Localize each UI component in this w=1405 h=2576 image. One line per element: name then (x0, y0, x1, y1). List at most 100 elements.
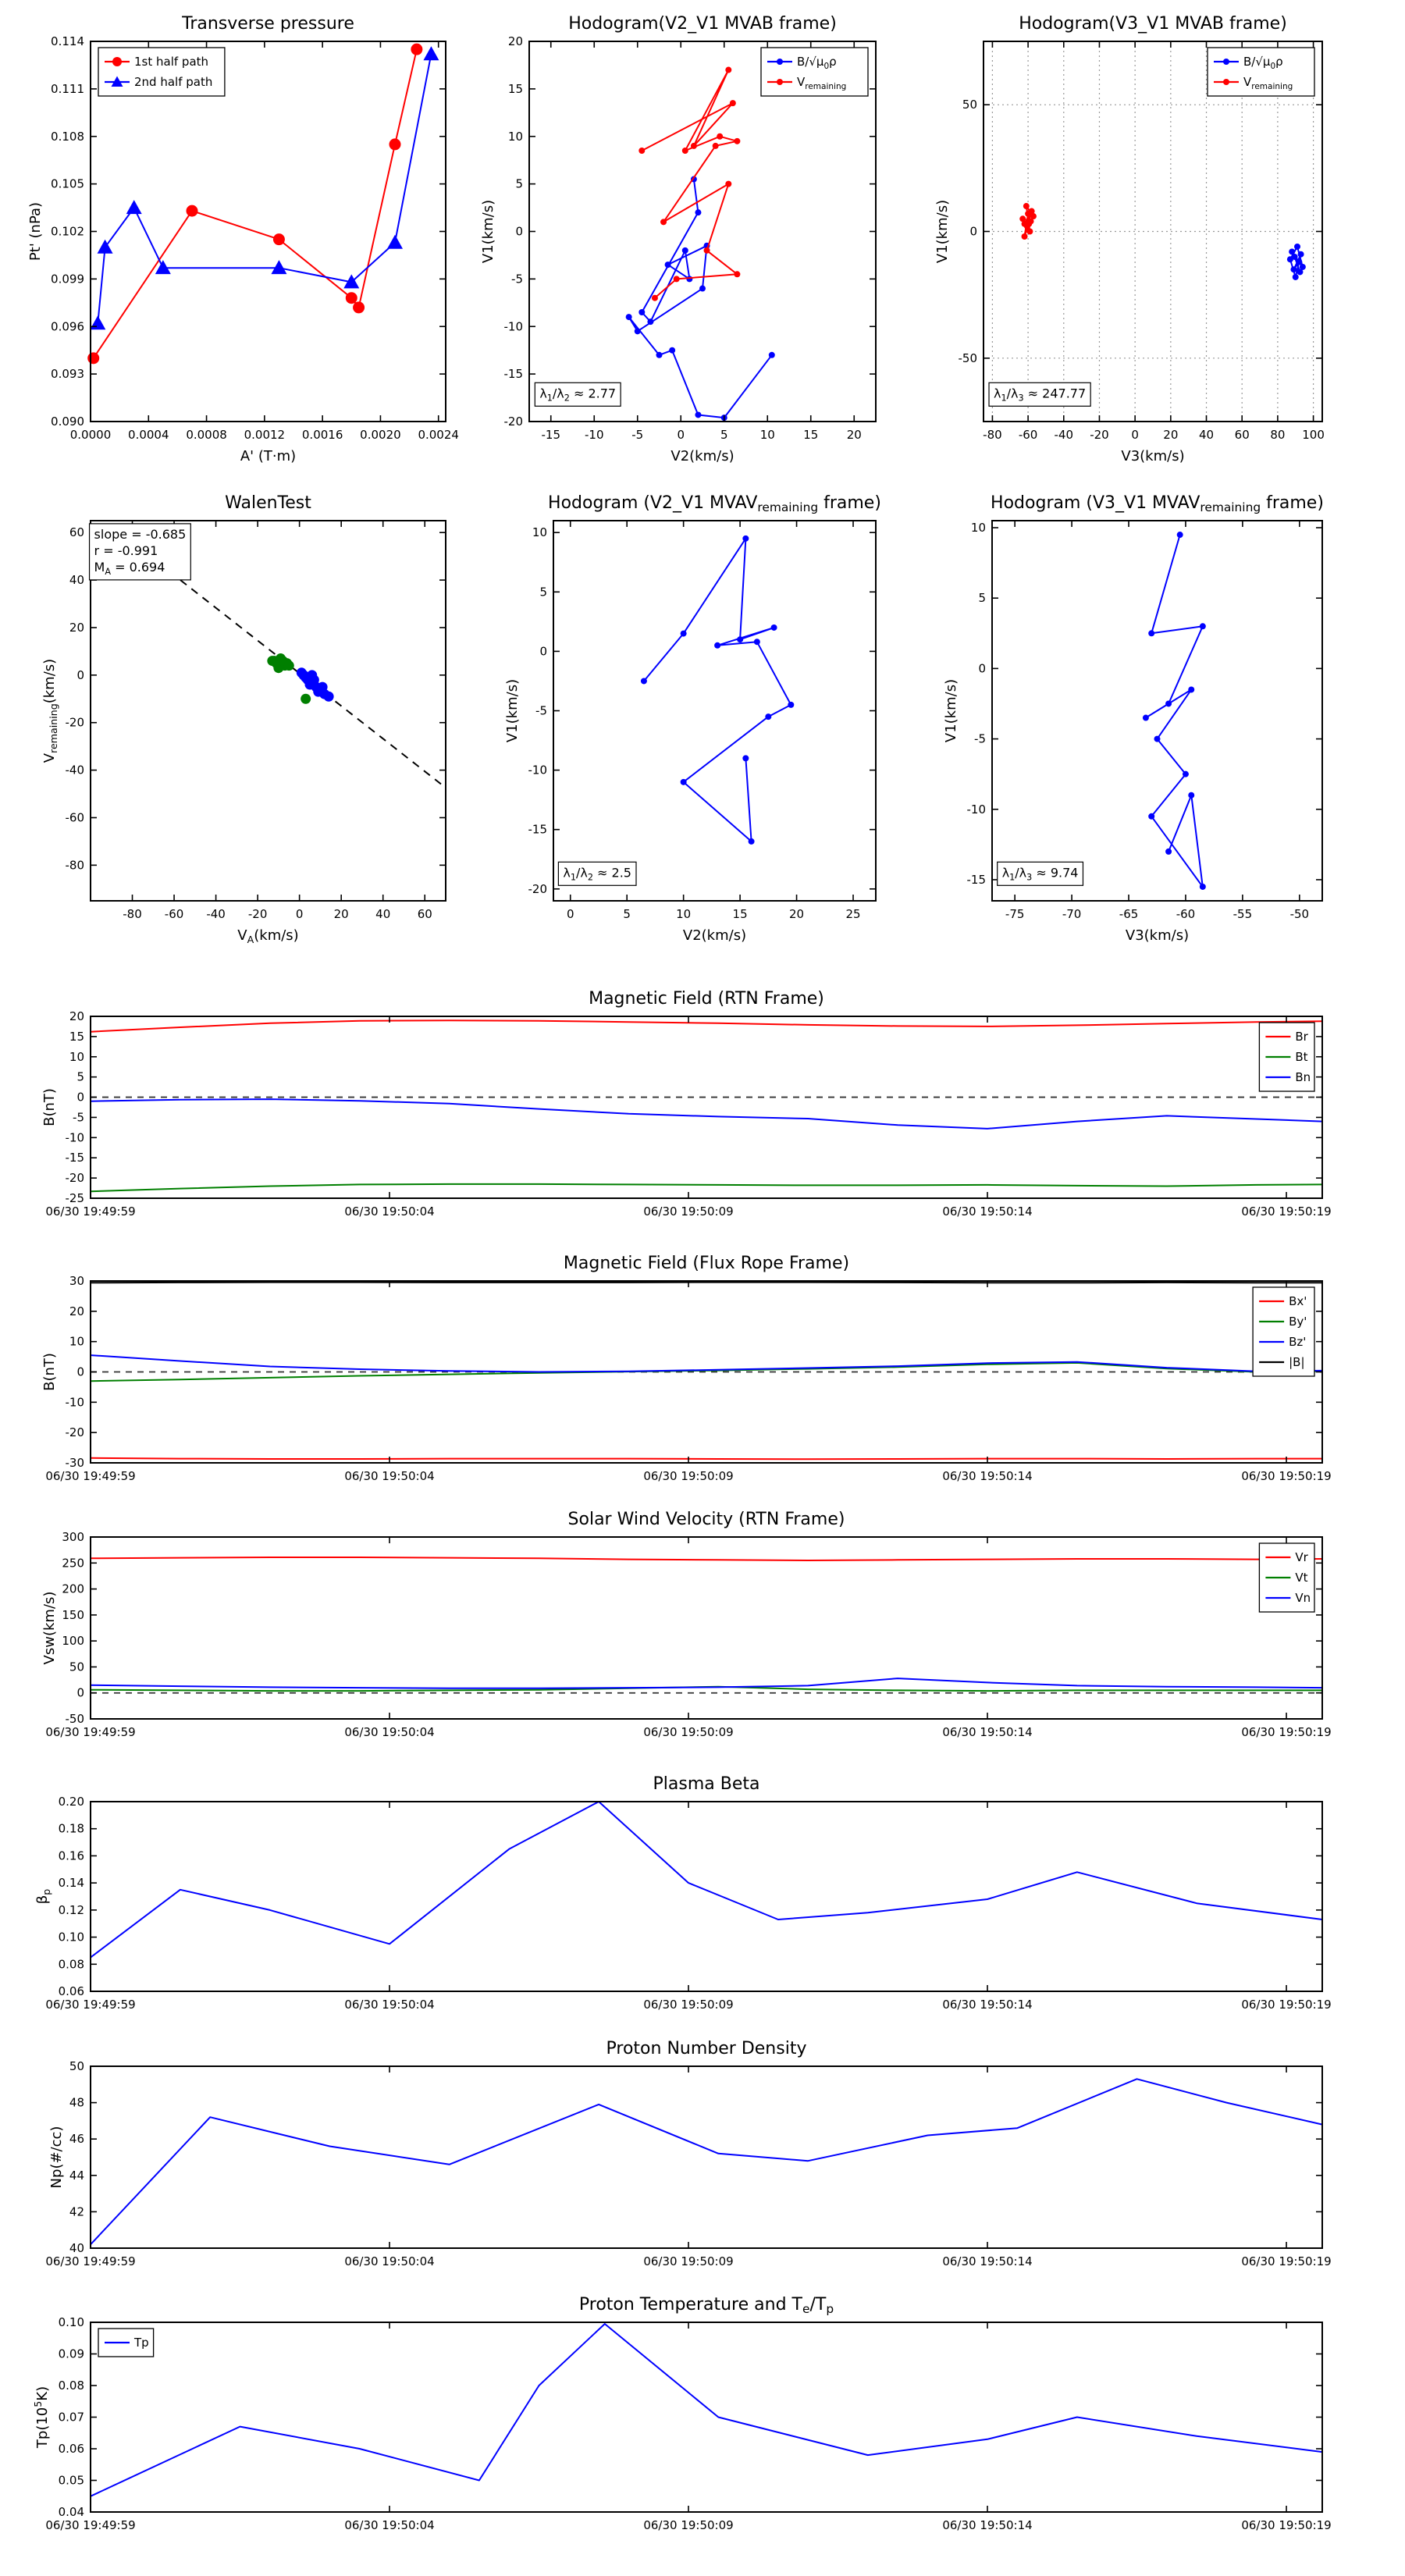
y-axis-label: Vsw(km/s) (41, 1592, 58, 1665)
legend-label: Vremaining (1243, 75, 1293, 91)
y-tick-label: -50 (959, 351, 978, 365)
x-axis-label: A' (T·m) (240, 448, 296, 464)
annotation-group: λ1/λ2 ≈ 2.77 (539, 386, 616, 403)
series-line (90, 1183, 1323, 1193)
y-tick-label: 0 (76, 1686, 84, 1700)
axes-box (90, 41, 446, 422)
y-tick-label: -20 (66, 716, 85, 730)
x-tick-label: -75 (1005, 907, 1025, 921)
y-tick-label: -10 (504, 319, 524, 333)
x-tick-label: 0.0024 (418, 428, 459, 442)
y-tick-label: 5 (515, 177, 523, 191)
series-line (641, 69, 738, 299)
y-tick-label: 200 (62, 1582, 84, 1596)
y-axis-label: Tp(105K) (32, 2386, 51, 2449)
annotation-group: λ1/λ3 ≈ 247.77 (994, 386, 1086, 403)
x-tick-label: 06/30 19:49:59 (45, 2254, 135, 2268)
y-tick-label: 15 (69, 1030, 84, 1044)
x-tick-label: 06/30 19:50:14 (942, 1469, 1032, 1483)
x-tick-label: 0.0012 (244, 428, 286, 442)
series-line (90, 1557, 1323, 1561)
chart-svg-b-rtn: 06/30 19:49:59 06/30 19:50:04 06/30 19:50:… (41, 989, 1332, 1219)
annotation-text: λ1/λ2 ≈ 2.77 (539, 386, 616, 403)
x-tick-label: 15 (803, 428, 818, 442)
y-axis-label: V1(km/s) (943, 679, 959, 742)
x-tick-label: 06/30 19:50:09 (643, 1204, 733, 1219)
y-tick-label: -10 (66, 1395, 85, 1409)
y-tick-label: -10 (967, 802, 987, 817)
x-tick-label: 60 (1235, 428, 1250, 442)
x-tick-label: -10 (585, 428, 604, 442)
y-axis-label: βp (34, 1889, 52, 1905)
y-tick-label: -40 (66, 763, 85, 777)
chart-title: Proton Temperature and Te/Tp (579, 2295, 834, 2316)
y-tick-label: 0.111 (51, 82, 84, 96)
y-tick-label: 0.20 (59, 1795, 84, 1809)
y-axis-label: B(nT) (41, 1353, 58, 1391)
chart-title: Plasma Beta (653, 1774, 760, 1794)
y-tick-label: 0.093 (51, 367, 84, 381)
x-tick-label: 06/30 19:50:09 (643, 2254, 733, 2268)
x-tick-label: -60 (1019, 428, 1038, 442)
series-line (97, 54, 432, 324)
axes-box (90, 2065, 1323, 2249)
x-tick-label: 0.0020 (360, 428, 401, 442)
x-tick-label: 06/30 19:49:59 (45, 2518, 135, 2532)
x-tick-label: 06/30 19:50:09 (643, 1725, 733, 1739)
chart-walen-test: -80 -60 -40 -20 0 20 40 60 -80 -60 -40 -20 0 20 40 60 Wa… (16, 482, 460, 948)
y-tick-label: 0.090 (51, 415, 84, 429)
y-axis-label: Np(#/cc) (48, 2126, 65, 2189)
y-tick-label: 50 (69, 2059, 84, 2073)
y-tick-label: 0.06 (59, 1984, 84, 1998)
y-tick-label: 5 (978, 591, 986, 605)
x-tick-label: 06/30 19:49:59 (45, 1469, 135, 1483)
y-tick-label: 0.10 (59, 1930, 84, 1944)
y-tick-label: 0.18 (59, 1822, 84, 1836)
y-tick-label: -20 (66, 1425, 85, 1439)
x-tick-label: -60 (1176, 907, 1196, 921)
y-tick-label: -50 (66, 1712, 85, 1726)
y-tick-label: 60 (69, 525, 84, 539)
x-tick-label: 15 (733, 907, 748, 921)
series-line (90, 1801, 1323, 1959)
x-tick-label: 06/30 19:50:14 (942, 1204, 1032, 1219)
y-tick-label: 5 (76, 1070, 84, 1084)
axes-box (528, 41, 877, 422)
series-line (90, 1678, 1323, 1689)
x-tick-label: 40 (1199, 428, 1214, 442)
x-axis-label: V3(km/s) (1121, 448, 1184, 464)
chart-magnetic-field-fluxrope: 06/30 19:49:59 06/30 19:50:04 06/30 19:50:… (16, 1242, 1336, 1510)
y-tick-label: 0 (539, 644, 547, 658)
y-tick-label: 10 (532, 525, 547, 539)
x-tick-label: -5 (631, 428, 643, 442)
axes-box (90, 520, 446, 902)
x-tick-label: 06/30 19:49:59 (45, 1725, 135, 1739)
y-tick-label: 15 (508, 82, 523, 96)
y-tick-label: 0.16 (59, 1848, 84, 1863)
x-tick-label: 06/30 19:50:09 (643, 2518, 733, 2532)
legend-label: Tp (133, 2336, 149, 2350)
y-tick-label: 0 (978, 661, 986, 675)
x-tick-label: 06/30 19:50:04 (344, 1725, 434, 1739)
chart-svg-transverse-pressure: 0.0000 0.0004 0.0008 0.0012 0.0016 0.0020 0.00… (27, 14, 459, 464)
x-tick-label: -80 (123, 907, 142, 921)
y-tick-label: 30 (69, 1274, 84, 1288)
y-tick-label: 0.108 (51, 130, 84, 144)
chart-svg-b-fluxrope: 06/30 19:49:59 06/30 19:50:04 06/30 19:50:… (41, 1254, 1332, 1483)
series-line (1144, 534, 1204, 888)
x-tick-label: 5 (623, 907, 631, 921)
y-tick-label: -5 (73, 1110, 84, 1124)
x-tick-label: 0.0008 (186, 428, 227, 442)
y-tick-label: 0.04 (59, 2505, 84, 2519)
y-tick-label: 44 (69, 2169, 84, 2183)
annotation-group: λ1/λ2 ≈ 2.5 (563, 865, 631, 882)
y-axis-label: Pt' (nPa) (27, 202, 44, 261)
annotation-box (534, 382, 621, 407)
x-tick-label: 10 (676, 907, 691, 921)
y-tick-label: 0.08 (59, 1957, 84, 1971)
x-tick-label: -20 (248, 907, 268, 921)
legend-label: Bz' (1289, 1335, 1306, 1349)
y-tick-label: 10 (69, 1050, 84, 1064)
chart-proton-number-density: 06/30 19:49:59 06/30 19:50:04 06/30 19:50:… (16, 2027, 1336, 2295)
